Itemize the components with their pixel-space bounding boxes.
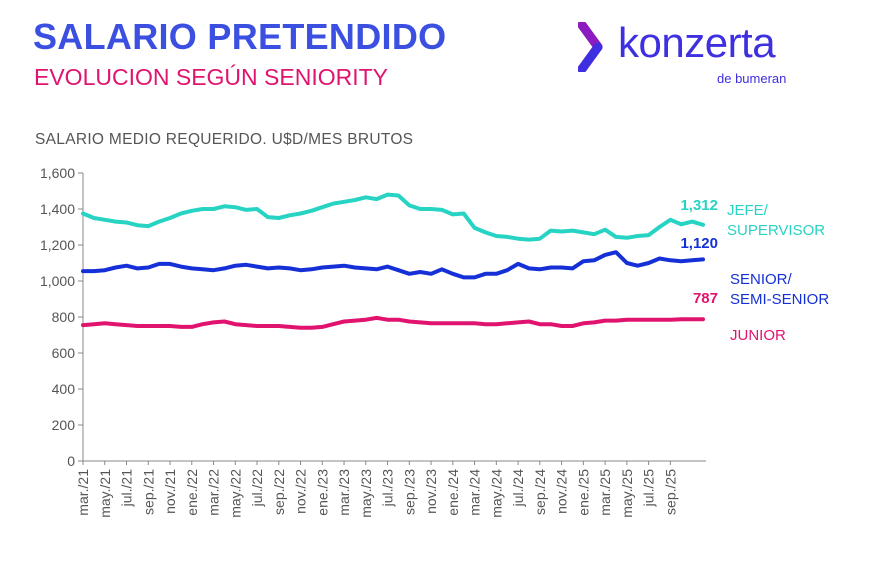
x-tick-label: sep./24: [532, 469, 548, 515]
y-tick-label: 0: [67, 453, 75, 469]
x-tick-label: ene./22: [184, 469, 200, 516]
series-name-label: JUNIOR: [730, 327, 786, 344]
x-tick-label: ene./25: [575, 469, 591, 516]
end-value-label: 1,120: [680, 235, 718, 252]
x-tick-label: sep./25: [662, 469, 678, 515]
x-tick-label: jul./25: [641, 469, 657, 508]
logo-brand: konzerta: [618, 19, 776, 66]
x-tick-label: mar./22: [206, 469, 222, 516]
series-name-label: SENIOR/: [730, 271, 793, 288]
x-tick-label: mar./24: [467, 469, 483, 516]
x-tick-label: jul./24: [510, 469, 526, 508]
series-line-2: [81, 315, 705, 330]
x-tick-label: jul./21: [119, 469, 135, 508]
x-tick-label: may./24: [488, 469, 504, 518]
y-tick-label: 1,600: [40, 165, 75, 181]
x-tick-label: ene./24: [445, 469, 461, 516]
x-tick-label: sep./23: [401, 469, 417, 515]
end-value-label: 1,312: [680, 197, 718, 214]
series-line-1: [81, 250, 705, 280]
logo-tagline: de bumeran: [717, 71, 787, 86]
konzerta-logo: konzerta de bumeran: [578, 19, 818, 92]
x-tick-label: may./22: [227, 469, 243, 518]
page-title: SALARIO PRETENDIDO: [33, 16, 447, 57]
series-line-0: [81, 192, 705, 242]
x-tick-label: nov./23: [423, 469, 439, 514]
x-tick-label: mar./21: [75, 469, 91, 516]
y-tick-label: 200: [52, 417, 76, 433]
y-tick-label: 600: [52, 345, 76, 361]
x-tick-label: may./23: [358, 469, 374, 518]
x-tick-label: may./21: [97, 469, 113, 518]
y-tick-label: 1,200: [40, 237, 75, 253]
x-tick-label: ene./23: [314, 469, 330, 516]
series-name-label: SEMI-SENIOR: [730, 291, 829, 308]
y-tick-label: 1,400: [40, 201, 75, 217]
end-value-label: 787: [693, 290, 718, 307]
x-tick-label: nov./24: [554, 469, 570, 514]
x-tick-label: mar./25: [597, 469, 613, 516]
chevron-mark-icon: [578, 22, 603, 72]
series-name-label: JEFE/: [727, 202, 769, 219]
x-tick-label: sep./21: [140, 469, 156, 515]
x-tick-label: nov./22: [293, 469, 309, 514]
y-tick-label: 1,000: [40, 273, 75, 289]
y-tick-label: 400: [52, 381, 76, 397]
x-tick-label: jul./22: [249, 469, 265, 508]
x-tick-label: jul./23: [380, 469, 396, 508]
x-tick-label: mar./23: [336, 469, 352, 516]
x-tick-label: nov./21: [162, 469, 178, 514]
y-tick-label: 800: [52, 309, 76, 325]
series-name-label: SUPERVISOR: [727, 222, 825, 239]
page-subtitle: EVOLUCION SEGÚN SENIORITY: [34, 64, 389, 90]
x-tick-label: sep./22: [271, 469, 287, 515]
x-tick-label: may./25: [619, 469, 635, 518]
chart-title: SALARIO MEDIO REQUERIDO. U$D/MES BRUTOS: [35, 131, 414, 148]
